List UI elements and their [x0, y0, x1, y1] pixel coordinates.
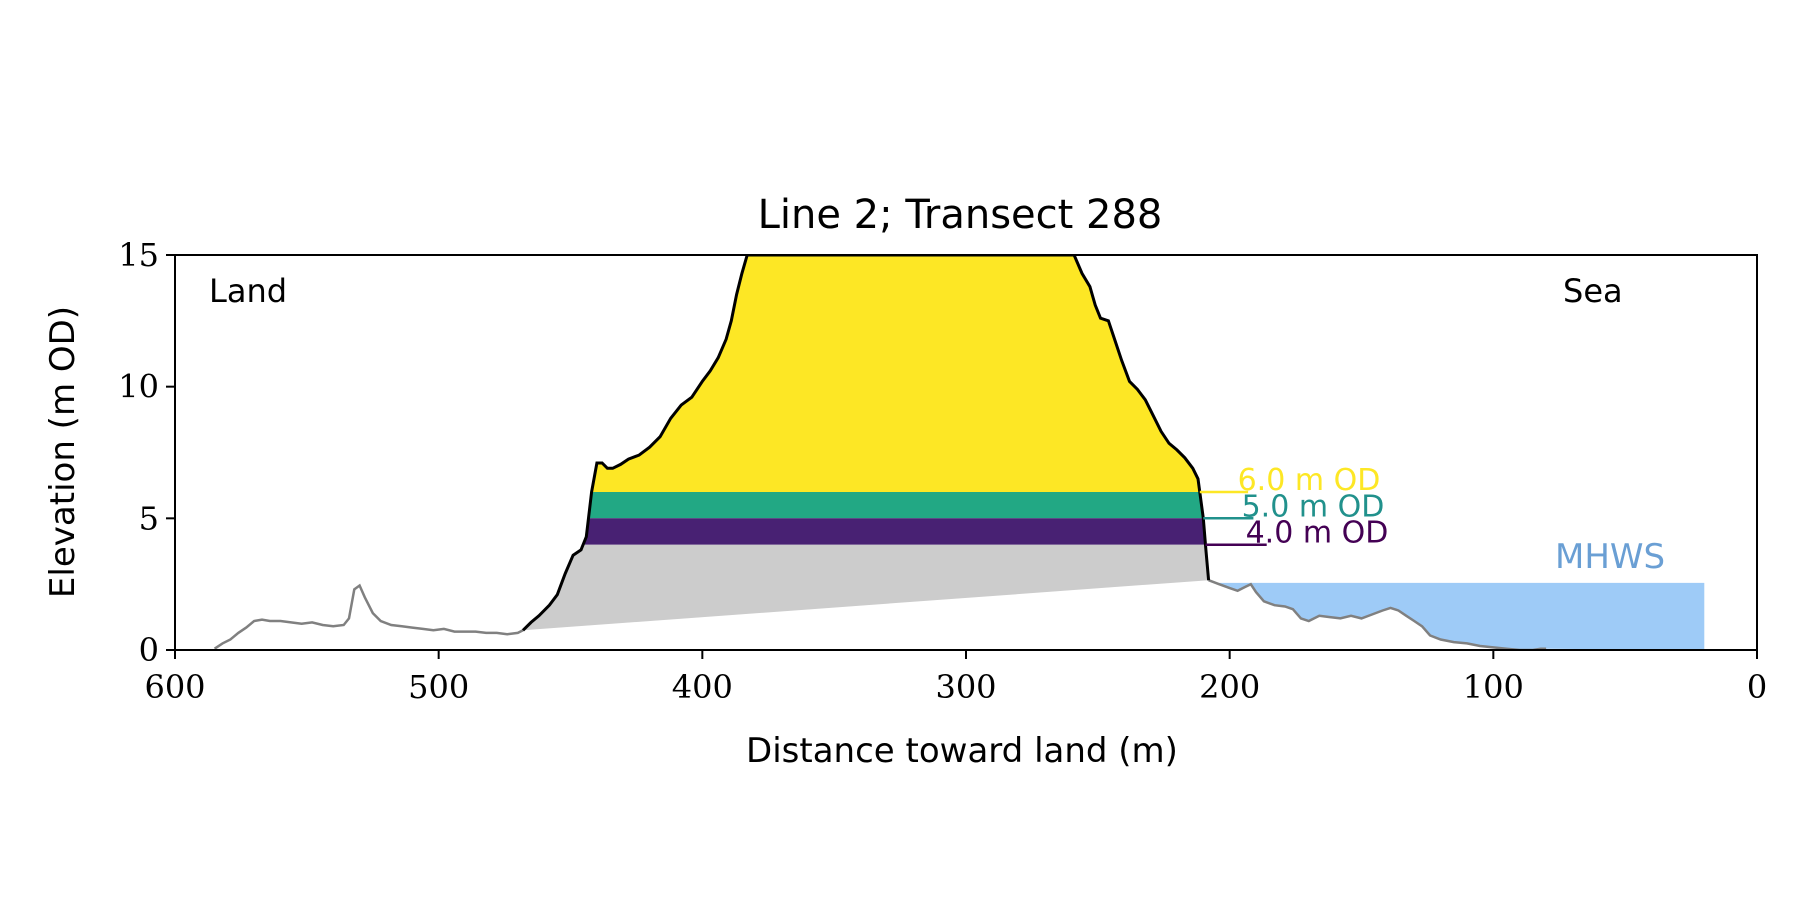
y-tick-label: 0 [139, 631, 159, 669]
x-axis-label: Distance toward land (m) [746, 731, 1178, 771]
chart-title: Line 2; Transect 288 [758, 192, 1163, 238]
mhws-water-fill [1216, 582, 1705, 650]
y-tick-label: 5 [139, 499, 159, 537]
level-label-3: 4.0 m OD [1246, 516, 1389, 551]
band-above-6m [591, 255, 1200, 492]
band-4-to-5m [583, 518, 1206, 545]
x-tick-label: 400 [672, 668, 733, 706]
x-tick-label: 200 [1199, 668, 1260, 706]
level-labels: 6.0 m OD5.0 m OD4.0 m OD [1238, 463, 1389, 551]
elevation-bands [583, 255, 1206, 545]
level-label-1: 6.0 m OD [1238, 463, 1381, 498]
endpoint-marker-2 [0, 0, 5, 5]
endpoint-marker-1 [0, 0, 5, 5]
level-marker-lines [1199, 490, 1267, 546]
profile-endpoints [0, 0, 5, 5]
plot-content [0, 0, 1705, 650]
dune-profile-line [521, 255, 1211, 632]
x-tick-label: 0 [1747, 668, 1767, 706]
land-label: Land [209, 272, 287, 310]
level-label-2: 5.0 m OD [1242, 489, 1385, 524]
x-tick-label: 600 [144, 668, 205, 706]
below-level-fill [523, 544, 1209, 631]
x-axis-ticks: 600 500 400 300 200 100 0 [144, 650, 1767, 706]
y-tick-label: 15 [118, 236, 159, 274]
y-tick-label: 10 [118, 368, 159, 406]
ground-profile-land [213, 583, 524, 650]
mhws-label: MHWS [1555, 537, 1665, 577]
sea-label: Sea [1563, 272, 1623, 310]
ground-profile-sea [1208, 579, 1547, 650]
x-tick-label: 300 [935, 668, 996, 706]
band-5-to-6m [588, 492, 1204, 519]
x-tick-label: 500 [408, 668, 469, 706]
x-tick-label: 100 [1463, 668, 1524, 706]
y-axis-ticks: 0 5 10 15 [118, 236, 175, 669]
y-axis-label: Elevation (m OD) [43, 306, 83, 598]
